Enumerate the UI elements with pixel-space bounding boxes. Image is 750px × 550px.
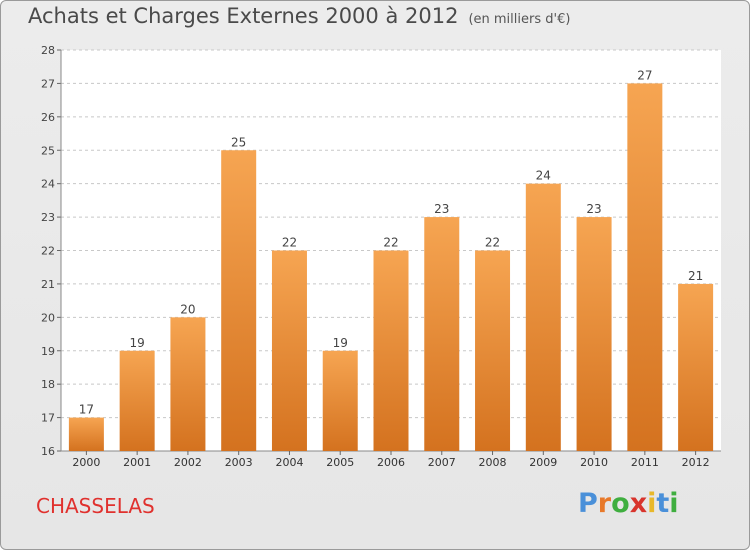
bar-value-label: 27: [637, 68, 652, 82]
bar: [678, 283, 714, 451]
bar-value-label: 19: [130, 336, 145, 350]
x-tick-label: 2004: [275, 456, 303, 469]
chart-title: Achats et Charges Externes 2000 à 2012: [28, 4, 459, 28]
y-tick-label: 28: [41, 44, 55, 57]
y-tick-label: 21: [41, 278, 55, 291]
bar: [627, 83, 663, 452]
y-tick-label: 16: [41, 445, 55, 458]
y-tick-label: 25: [41, 144, 55, 157]
bar-value-label: 22: [485, 236, 500, 250]
x-tick-label: 2001: [123, 456, 151, 469]
bar-value-label: 23: [434, 202, 449, 216]
bar-value-label: 17: [79, 403, 94, 417]
x-tick-label: 2000: [72, 456, 100, 469]
y-tick-label: 19: [41, 345, 55, 358]
bar: [170, 317, 206, 451]
x-tick-label: 2010: [580, 456, 608, 469]
y-tick-label: 26: [41, 111, 55, 124]
logo-letter: x: [629, 488, 648, 519]
bar-value-label: 20: [180, 302, 195, 316]
x-tick-label: 2002: [174, 456, 202, 469]
x-tick-label: 2011: [631, 456, 659, 469]
y-tick-label: 27: [41, 77, 55, 90]
x-tick-label: 2005: [326, 456, 354, 469]
x-tick-label: 2003: [225, 456, 253, 469]
bar-value-label: 22: [383, 236, 398, 250]
proxiti-logo: Proxiti: [578, 488, 679, 519]
place-name: CHASSELAS: [36, 494, 155, 518]
bar: [424, 217, 460, 451]
bar-value-label: 19: [333, 336, 348, 350]
bar-value-label: 23: [586, 202, 601, 216]
logo-letter: r: [597, 488, 612, 519]
chart-subtitle: (en milliers d'€): [468, 12, 571, 27]
bar: [373, 250, 409, 451]
bar: [271, 250, 307, 451]
x-tick-label: 2008: [479, 456, 507, 469]
bar-value-label: 22: [282, 236, 297, 250]
logo-letter: i: [669, 488, 679, 519]
y-tick-label: 22: [41, 245, 55, 258]
bar-value-label: 24: [536, 169, 551, 183]
y-tick-label: 20: [41, 311, 55, 324]
bar: [525, 183, 561, 451]
y-tick-label: 24: [41, 178, 55, 191]
x-tick-label: 2006: [377, 456, 405, 469]
bar: [221, 150, 257, 451]
bar: [322, 350, 358, 451]
bar: [576, 217, 612, 451]
bar: [475, 250, 511, 451]
y-tick-label: 18: [41, 378, 55, 391]
chart-title-container: Achats et Charges Externes 2000 à 2012 (e…: [28, 4, 570, 28]
logo-letter: t: [656, 488, 670, 519]
bar-value-label: 21: [688, 269, 703, 283]
logo-letter: P: [578, 488, 598, 519]
x-tick-label: 2009: [529, 456, 557, 469]
logo-letter: o: [611, 488, 630, 519]
y-tick-label: 23: [41, 211, 55, 224]
logo-letter: i: [647, 488, 657, 519]
y-tick-label: 17: [41, 412, 55, 425]
bar-value-label: 25: [231, 135, 246, 149]
bar: [68, 417, 104, 451]
x-tick-label: 2007: [428, 456, 456, 469]
x-tick-label: 2012: [682, 456, 710, 469]
bar: [119, 350, 155, 451]
